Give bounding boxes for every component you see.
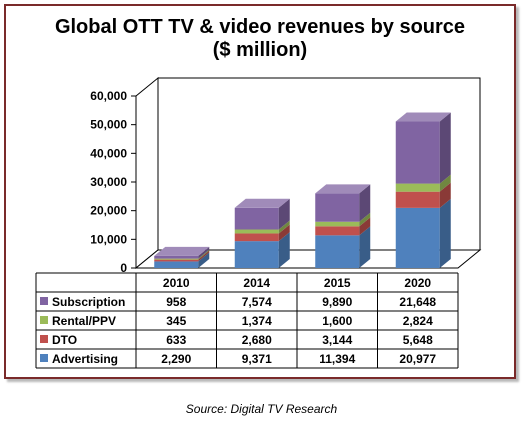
bar-2020-subscription-top — [395, 112, 451, 122]
data-label: 958 — [166, 295, 186, 309]
series-name-label: Advertising — [52, 352, 118, 366]
bar-2015-advertising-side — [359, 226, 371, 268]
y-tick-label: 40,000 — [90, 146, 127, 160]
chart-title: Global OTT TV & video revenues by source — [54, 16, 466, 38]
bar-2010-advertising-side — [198, 252, 210, 268]
data-label: 633 — [166, 333, 186, 347]
bar-2014-advertising-side — [278, 232, 290, 268]
bar-2014-dto-front — [234, 233, 279, 242]
bar-2010-dto-side — [198, 250, 210, 262]
data-label: 9,890 — [322, 295, 352, 309]
data-label: 2,824 — [403, 314, 433, 328]
bar-2010-subscription-side — [198, 246, 210, 259]
bar-2014-subscription-front — [234, 207, 279, 230]
x-category-label: 2015 — [324, 276, 351, 290]
y-tick-label: 20,000 — [90, 204, 127, 218]
legend-key-dto — [40, 335, 48, 343]
chart-subtitle: ($ million) — [212, 39, 308, 61]
legend-key-rental-ppv — [40, 316, 48, 324]
series-name-label: Subscription — [52, 295, 125, 309]
source-note: Source: Digital TV Research — [185, 402, 338, 416]
x-category-label: 2014 — [243, 276, 270, 290]
bar-2020-advertising-front — [395, 207, 440, 268]
data-label: 9,371 — [242, 352, 272, 366]
bar-2014-subscription-top — [234, 198, 290, 208]
data-label: 7,574 — [242, 295, 272, 309]
bar-2014-subscription-side — [278, 198, 290, 230]
bar-2020-advertising-side — [439, 198, 451, 268]
legend-key-subscription — [40, 297, 48, 305]
data-label: 2,680 — [242, 333, 272, 347]
bar-2010-rental-ppv-side — [198, 249, 210, 260]
bar-2015-rental-ppv-front — [315, 221, 360, 227]
bar-2015-dto-side — [359, 217, 371, 236]
data-label: 3,144 — [322, 333, 352, 347]
bar-2015-advertising-front — [315, 235, 360, 268]
bar-2010-advertising-front — [154, 261, 199, 268]
y-tick-label: 60,000 — [90, 89, 127, 103]
bar-2020-rental-ppv-side — [439, 174, 451, 192]
bar-2020-subscription-side — [439, 112, 451, 184]
bar-2010-rental-ppv-front — [154, 258, 199, 260]
bar-2014-dto-side — [278, 224, 290, 242]
x-category-label: 2010 — [163, 276, 190, 290]
data-label: 1,374 — [242, 314, 272, 328]
data-label: 11,394 — [319, 352, 355, 366]
bar-2015-subscription-front — [315, 193, 360, 222]
data-label: 21,648 — [399, 295, 436, 309]
bar-2020-subscription-front — [395, 121, 440, 184]
bar-2015-rental-ppv-side — [359, 212, 371, 227]
bar-2015-subscription-side — [359, 184, 371, 222]
bar-2020-rental-ppv-front — [395, 183, 440, 192]
bar-2010-dto-front — [154, 259, 199, 262]
y-tick-label: 50,000 — [90, 118, 127, 132]
series-name-label: Rental/PPV — [52, 314, 116, 328]
data-label: 5,648 — [403, 333, 433, 347]
bar-2015-subscription-top — [315, 184, 371, 194]
bar-2014-rental-ppv-side — [278, 220, 290, 234]
bar-2015-dto-front — [315, 226, 360, 236]
data-label: 2,290 — [161, 352, 191, 366]
bar-2010-subscription-top — [154, 246, 210, 256]
chart-title-block: Global OTT TV & video revenues by source… — [6, 16, 514, 62]
data-label: 20,977 — [399, 352, 436, 366]
side-wall — [135, 76, 159, 270]
data-label: 1,600 — [322, 314, 352, 328]
y-tick-label: 10,000 — [90, 232, 127, 246]
bar-2010-subscription-front — [154, 255, 199, 259]
x-category-label: 2020 — [404, 276, 431, 290]
bar-2020-dto-side — [439, 182, 451, 208]
data-label: 345 — [166, 314, 186, 328]
bar-2020-dto-front — [395, 191, 440, 208]
series-name-label: DTO — [52, 333, 77, 347]
bar-2014-rental-ppv-front — [234, 229, 279, 234]
y-tick-label: 0 — [120, 261, 127, 275]
legend-key-advertising — [40, 354, 48, 362]
bar-2014-advertising-front — [234, 241, 279, 268]
y-tick-label: 30,000 — [90, 175, 127, 189]
